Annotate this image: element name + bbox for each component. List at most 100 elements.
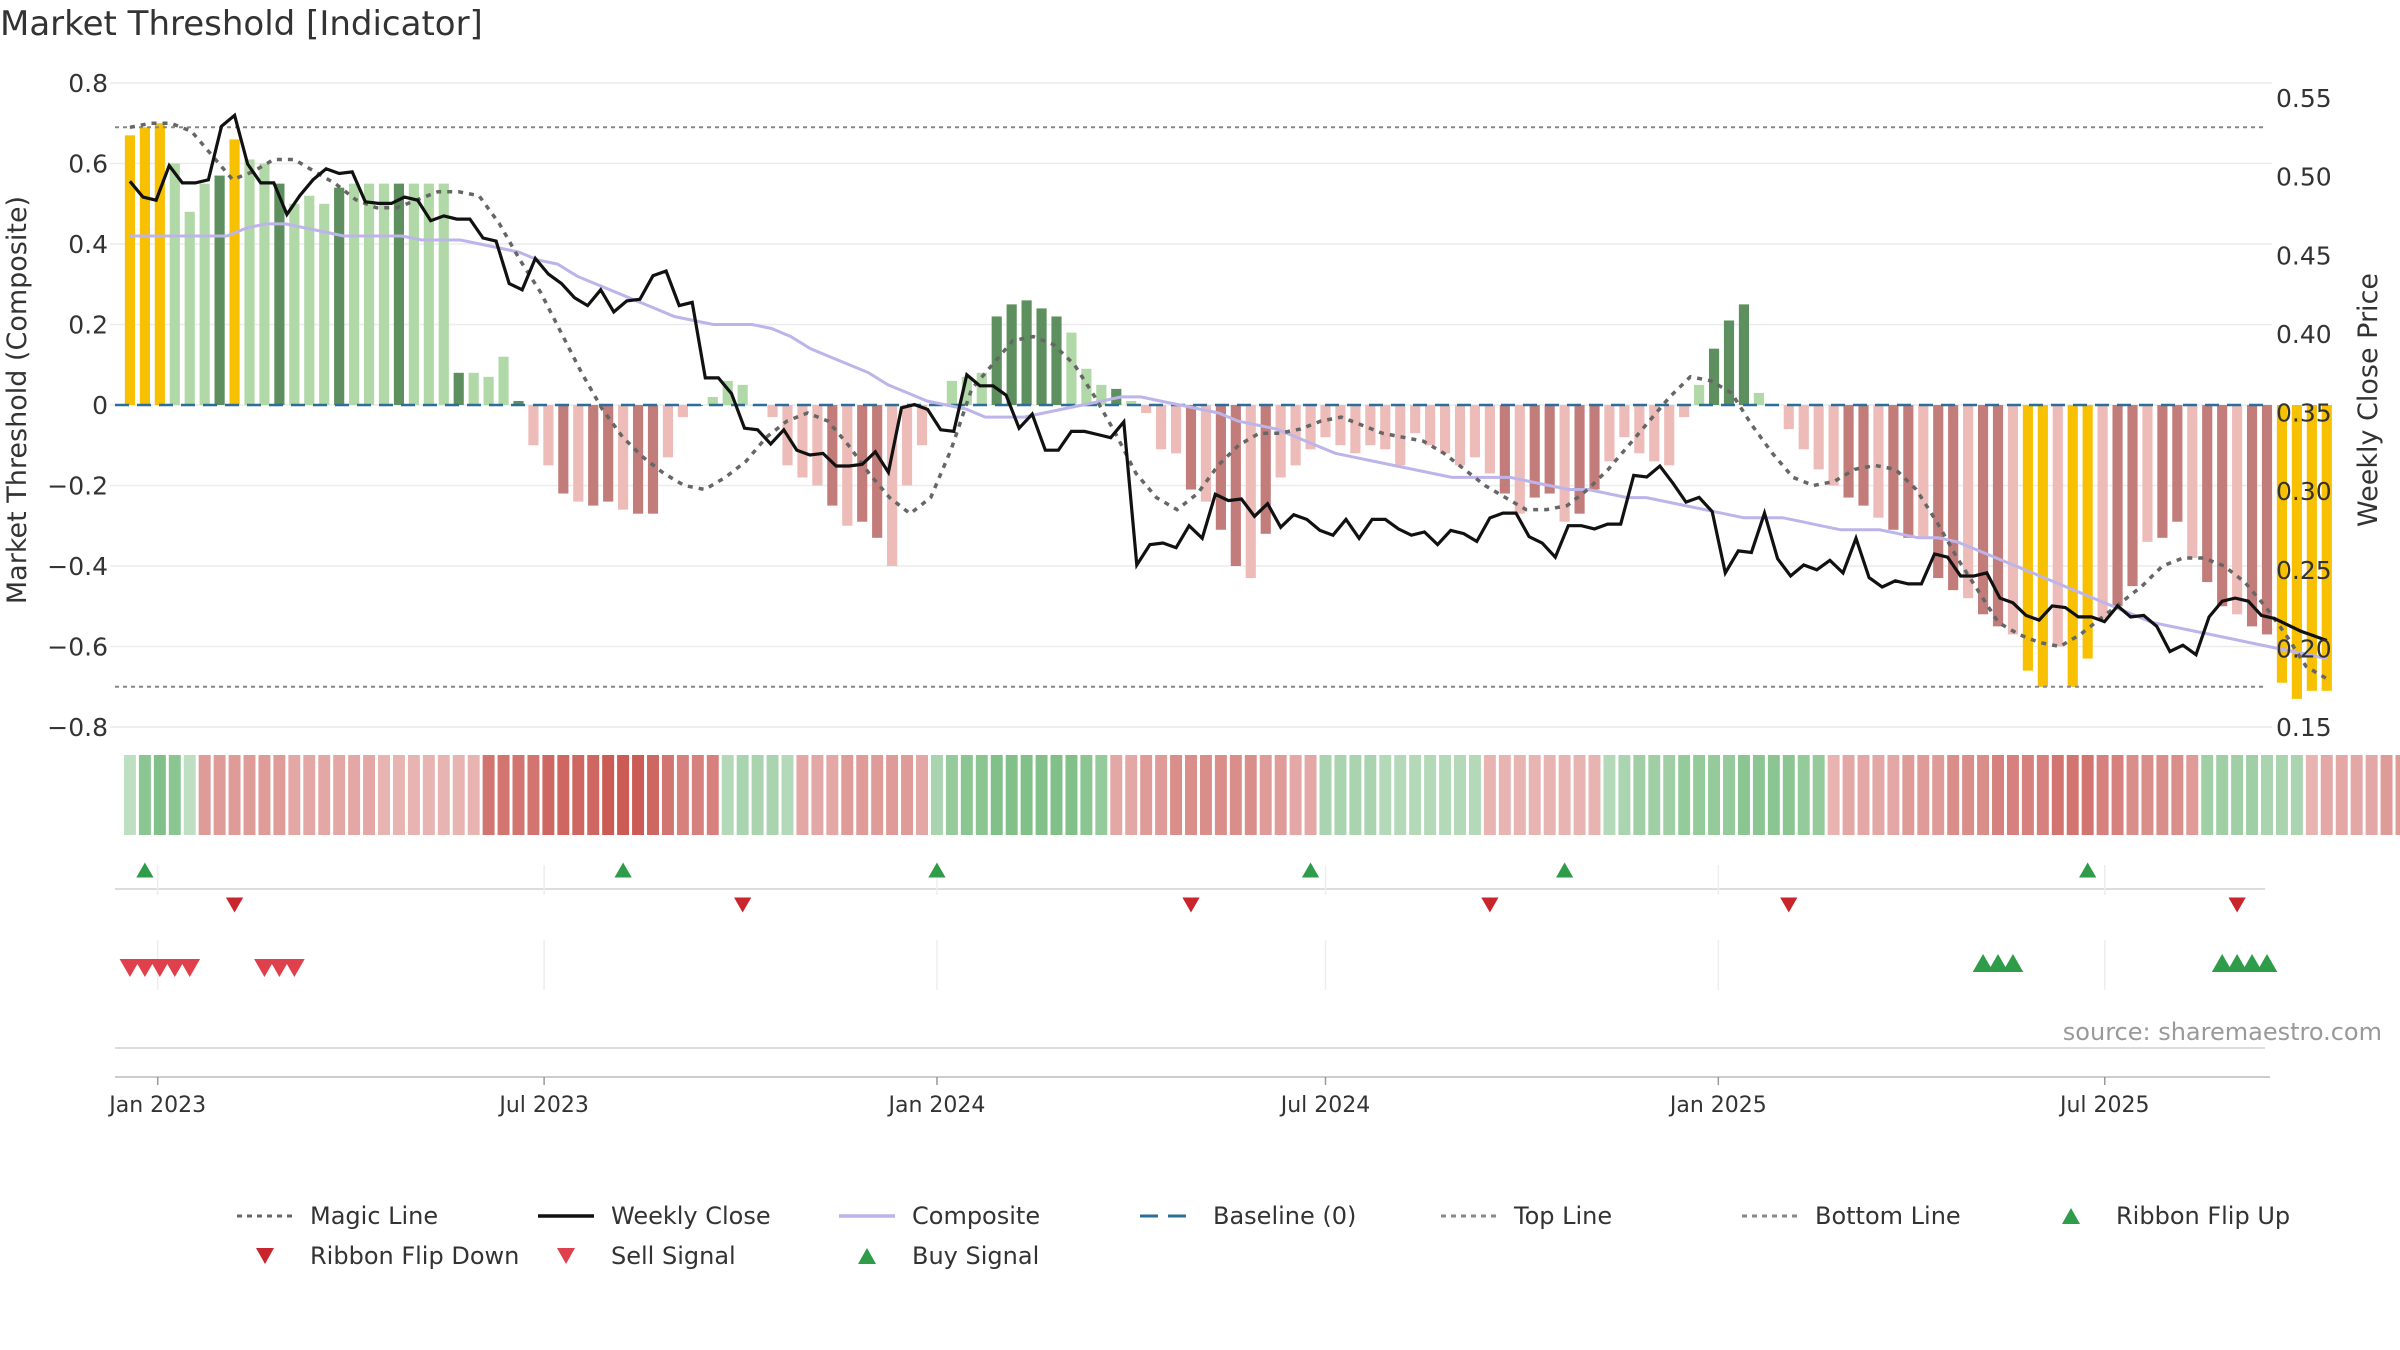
ribbon-cell: [901, 755, 914, 835]
y2-tick-label: 0.25: [2276, 556, 2332, 585]
bar: [1410, 405, 1421, 434]
ribbon-cell: [1827, 755, 1840, 835]
bar: [827, 405, 838, 506]
ribbon-cell: [721, 755, 734, 835]
bar: [707, 396, 718, 405]
bar: [543, 405, 554, 466]
ribbon-cell: [1439, 755, 1452, 835]
legend-label: Buy Signal: [912, 1242, 1040, 1270]
y2-tick-label: 0.55: [2276, 84, 2332, 113]
ribbon-cell: [960, 755, 973, 835]
bar: [1185, 405, 1197, 490]
legend-label: Ribbon Flip Down: [310, 1242, 520, 1270]
bar: [872, 405, 883, 538]
bar: [1589, 405, 1600, 490]
bar: [1559, 405, 1570, 522]
ribbon-flip-down-marker: [269, 959, 290, 977]
bar: [1574, 405, 1585, 514]
bar: [1081, 368, 1092, 405]
bar: [573, 405, 584, 502]
ribbon-cell: [1992, 755, 2004, 835]
ribbon-cell: [1528, 755, 1541, 835]
y2-tick-label: 0.50: [2276, 163, 2332, 192]
bar: [1051, 316, 1062, 405]
source-label: source: sharemaestro.com: [2063, 1018, 2382, 1046]
ribbon-cell: [2096, 755, 2109, 835]
y2-tick-label: 0.40: [2276, 320, 2332, 349]
bar: [2187, 405, 2198, 558]
ribbon-cell: [1708, 755, 1721, 835]
bar: [976, 372, 987, 405]
ribbon-cell: [2216, 755, 2229, 835]
ribbon-cell: [1110, 755, 1123, 835]
bar: [1395, 405, 1406, 466]
ribbon-cell: [1543, 755, 1556, 835]
legend-swatch: [2062, 1208, 2080, 1224]
bar: [1156, 405, 1167, 450]
x-tick-label: Jul 2025: [2058, 1093, 2150, 1118]
ribbon-cell: [2261, 755, 2273, 835]
legend-swatch: [858, 1248, 876, 1264]
ribbon-cell: [751, 755, 764, 835]
bar: [1275, 405, 1286, 478]
reference-lines: [115, 126, 2267, 688]
bar: [513, 400, 524, 405]
y2-tick-label: 0.30: [2276, 477, 2332, 506]
ribbon-cell: [1125, 755, 1138, 835]
bar: [468, 372, 479, 405]
ribbon-cell: [512, 755, 525, 835]
ribbon-cell: [990, 755, 1003, 835]
bar: [2276, 405, 2288, 683]
bar: [2306, 405, 2317, 691]
bar: [1215, 405, 1226, 530]
bar: [214, 175, 225, 405]
ribbon-cell: [975, 755, 988, 835]
ribbon-cell: [1259, 755, 1272, 835]
legend-marker: [858, 1248, 876, 1264]
bar: [2022, 405, 2033, 671]
ribbon-cell: [691, 755, 704, 835]
bar: [1828, 405, 1839, 486]
legend-swatch: [1742, 1214, 1798, 1218]
bar: [2172, 405, 2183, 522]
ribbon-cell: [2066, 755, 2079, 835]
bar: [1260, 405, 1271, 534]
y-tick-label: 0.4: [68, 230, 108, 259]
ribbon-cell: [1737, 755, 1750, 835]
ribbon-cell: [1349, 755, 1362, 835]
ribbon-cell: [243, 755, 256, 835]
legend-swatch: [237, 1214, 293, 1218]
bar: [1738, 304, 1750, 405]
bar: [1200, 405, 1212, 502]
legend-item: Bottom Line: [1740, 1200, 2041, 1232]
bar: [199, 183, 210, 405]
bar: [677, 405, 688, 418]
ribbon-cell: [2126, 755, 2139, 835]
ribbon-cell: [796, 755, 809, 835]
ribbon-cell: [228, 755, 241, 835]
legend-label: Sell Signal: [611, 1242, 736, 1270]
ribbon-cell: [2021, 755, 2034, 835]
legend-item: Sell Signal: [536, 1240, 837, 1272]
legend-label: Top Line: [1514, 1202, 1613, 1230]
bar: [334, 187, 345, 405]
ribbon-cell: [2246, 755, 2259, 835]
ribbon-cell: [1244, 755, 1257, 835]
y2-axis-label: Weekly Close Price: [2353, 273, 2384, 527]
bar: [1619, 405, 1630, 438]
bar: [1933, 405, 1944, 579]
ribbon-cell: [1498, 755, 1511, 835]
ribbon-cell: [333, 755, 346, 835]
bar: [1858, 405, 1869, 506]
bar: [378, 183, 390, 405]
bar: [453, 372, 464, 405]
ribbon-cell: [318, 755, 331, 835]
bar: [2082, 405, 2093, 659]
ribbon-cell: [1020, 755, 1033, 835]
ribbon-cell: [1095, 755, 1108, 835]
bar: [244, 159, 255, 405]
ribbon-flip-down-marker: [179, 959, 201, 977]
ribbon-cell: [183, 755, 196, 835]
ribbon-flip-down-marker: [134, 959, 156, 977]
